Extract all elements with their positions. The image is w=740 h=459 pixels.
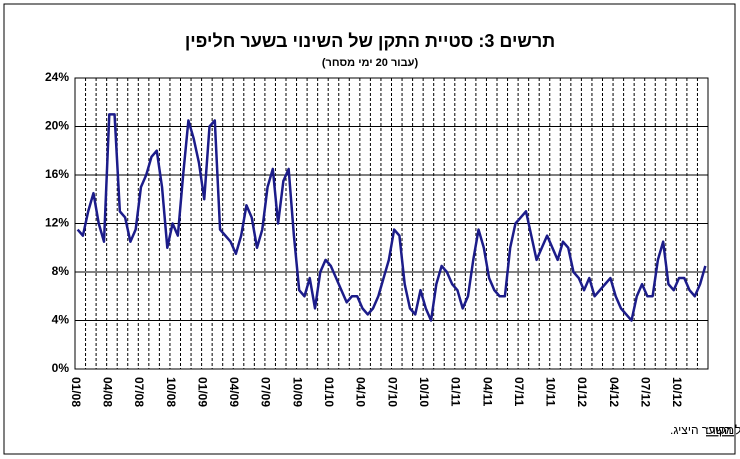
x-tick-label: 10/09 <box>290 377 304 407</box>
y-tick-label: 24% <box>45 70 69 84</box>
y-tick-label: 20% <box>45 119 69 133</box>
chart-subtitle: (עבור 20 ימי מסחר) <box>322 57 419 69</box>
y-tick-label: 16% <box>45 167 69 181</box>
x-tick-label: 07/10 <box>385 377 399 407</box>
x-tick-label: 04/11 <box>480 377 494 407</box>
x-tick-label: 10/08 <box>164 377 178 407</box>
chart-title: תרשים 3: סטיית התקן של השינוי בשער חליפי… <box>185 31 555 51</box>
y-tick-label: 12% <box>45 216 69 230</box>
source: חישוב על השער היציג. <box>670 423 740 437</box>
x-tick-label: 01/09 <box>195 377 209 407</box>
data-line <box>76 113 707 322</box>
x-tick-label: 10/12 <box>670 377 684 407</box>
y-tick-label: 8% <box>52 264 70 278</box>
plot-border <box>74 77 709 370</box>
x-tick-label: 07/08 <box>132 377 146 407</box>
x-tick-label: 07/12 <box>639 377 653 407</box>
x-tick-label: 04/12 <box>607 377 621 407</box>
x-tick-label: 04/09 <box>227 377 241 407</box>
x-tick-label: 10/11 <box>544 377 558 407</box>
x-tick-label: 01/12 <box>575 377 589 407</box>
x-tick-label: 07/09 <box>259 377 273 407</box>
x-tick-label: 10/10 <box>417 377 431 407</box>
x-tick-label: 01/10 <box>322 377 336 407</box>
x-tick-label: 01/11 <box>449 377 463 407</box>
x-tick-label: 07/11 <box>512 377 526 407</box>
x-tick-label: 04/10 <box>354 377 368 407</box>
source-label: מקור: <box>706 423 734 437</box>
y-tick-label: 0% <box>52 361 70 375</box>
x-tick-label: 04/08 <box>100 377 114 407</box>
y-tick-label: 4% <box>52 313 70 327</box>
x-tick-label: 01/08 <box>69 377 83 407</box>
